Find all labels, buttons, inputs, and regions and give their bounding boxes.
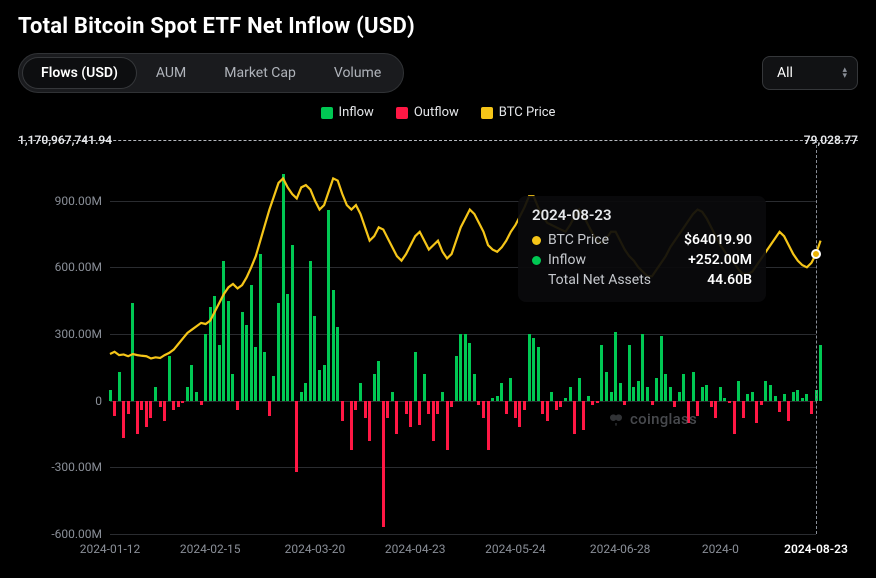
tooltip-row-value: $64019.90 [684, 232, 752, 248]
tooltip-row: Total Net Assets 44.60B [532, 272, 752, 288]
legend-price-label: BTC Price [499, 105, 556, 120]
swatch-outflow [396, 107, 408, 119]
tooltip: 2024-08-23 BTC Price $64019.90 Inflow +2… [518, 196, 766, 302]
tooltip-dot-icon [532, 256, 541, 265]
legend-inflow: Inflow [321, 105, 374, 120]
tooltip-row-value: 44.60B [707, 272, 752, 288]
tab-market-cap[interactable]: Market Cap [206, 58, 314, 88]
tab-aum[interactable]: AUM [138, 58, 204, 88]
tooltip-row-label: BTC Price [532, 232, 609, 248]
controls-row: Flows (USD) AUM Market Cap Volume All ▴▾ [18, 53, 858, 93]
legend-price: BTC Price [481, 105, 556, 120]
chevron-updown-icon: ▴▾ [842, 67, 847, 79]
chart-area: -600.00M-300.00M0300.00M600.00M900.00M20… [18, 130, 858, 556]
legend: Inflow Outflow BTC Price [18, 105, 858, 120]
cursor-vertical-line [816, 140, 817, 534]
legend-inflow-label: Inflow [339, 105, 374, 120]
coinglass-icon [608, 411, 624, 427]
watermark: coinglass [608, 410, 697, 428]
legend-outflow: Outflow [396, 105, 459, 120]
swatch-price [481, 107, 493, 119]
tab-flows[interactable]: Flows (USD) [23, 58, 136, 88]
legend-outflow-label: Outflow [414, 105, 459, 120]
page-title: Total Bitcoin Spot ETF Net Inflow (USD) [18, 14, 858, 39]
cursor-dot [811, 249, 821, 259]
tooltip-row-label: Total Net Assets [532, 272, 651, 288]
tooltip-row: BTC Price $64019.90 [532, 232, 752, 248]
tooltip-dot-icon [532, 236, 541, 245]
tab-volume[interactable]: Volume [316, 58, 399, 88]
swatch-inflow [321, 107, 333, 119]
range-dropdown[interactable]: All ▴▾ [762, 56, 858, 90]
tab-group: Flows (USD) AUM Market Cap Volume [18, 53, 404, 93]
tooltip-row-label: Inflow [532, 252, 586, 268]
price-line-layer [18, 130, 858, 556]
tooltip-row: Inflow +252.00M [532, 252, 752, 268]
tooltip-row-value: +252.00M [688, 252, 752, 268]
range-dropdown-label: All [777, 65, 793, 81]
tooltip-date: 2024-08-23 [532, 206, 752, 224]
